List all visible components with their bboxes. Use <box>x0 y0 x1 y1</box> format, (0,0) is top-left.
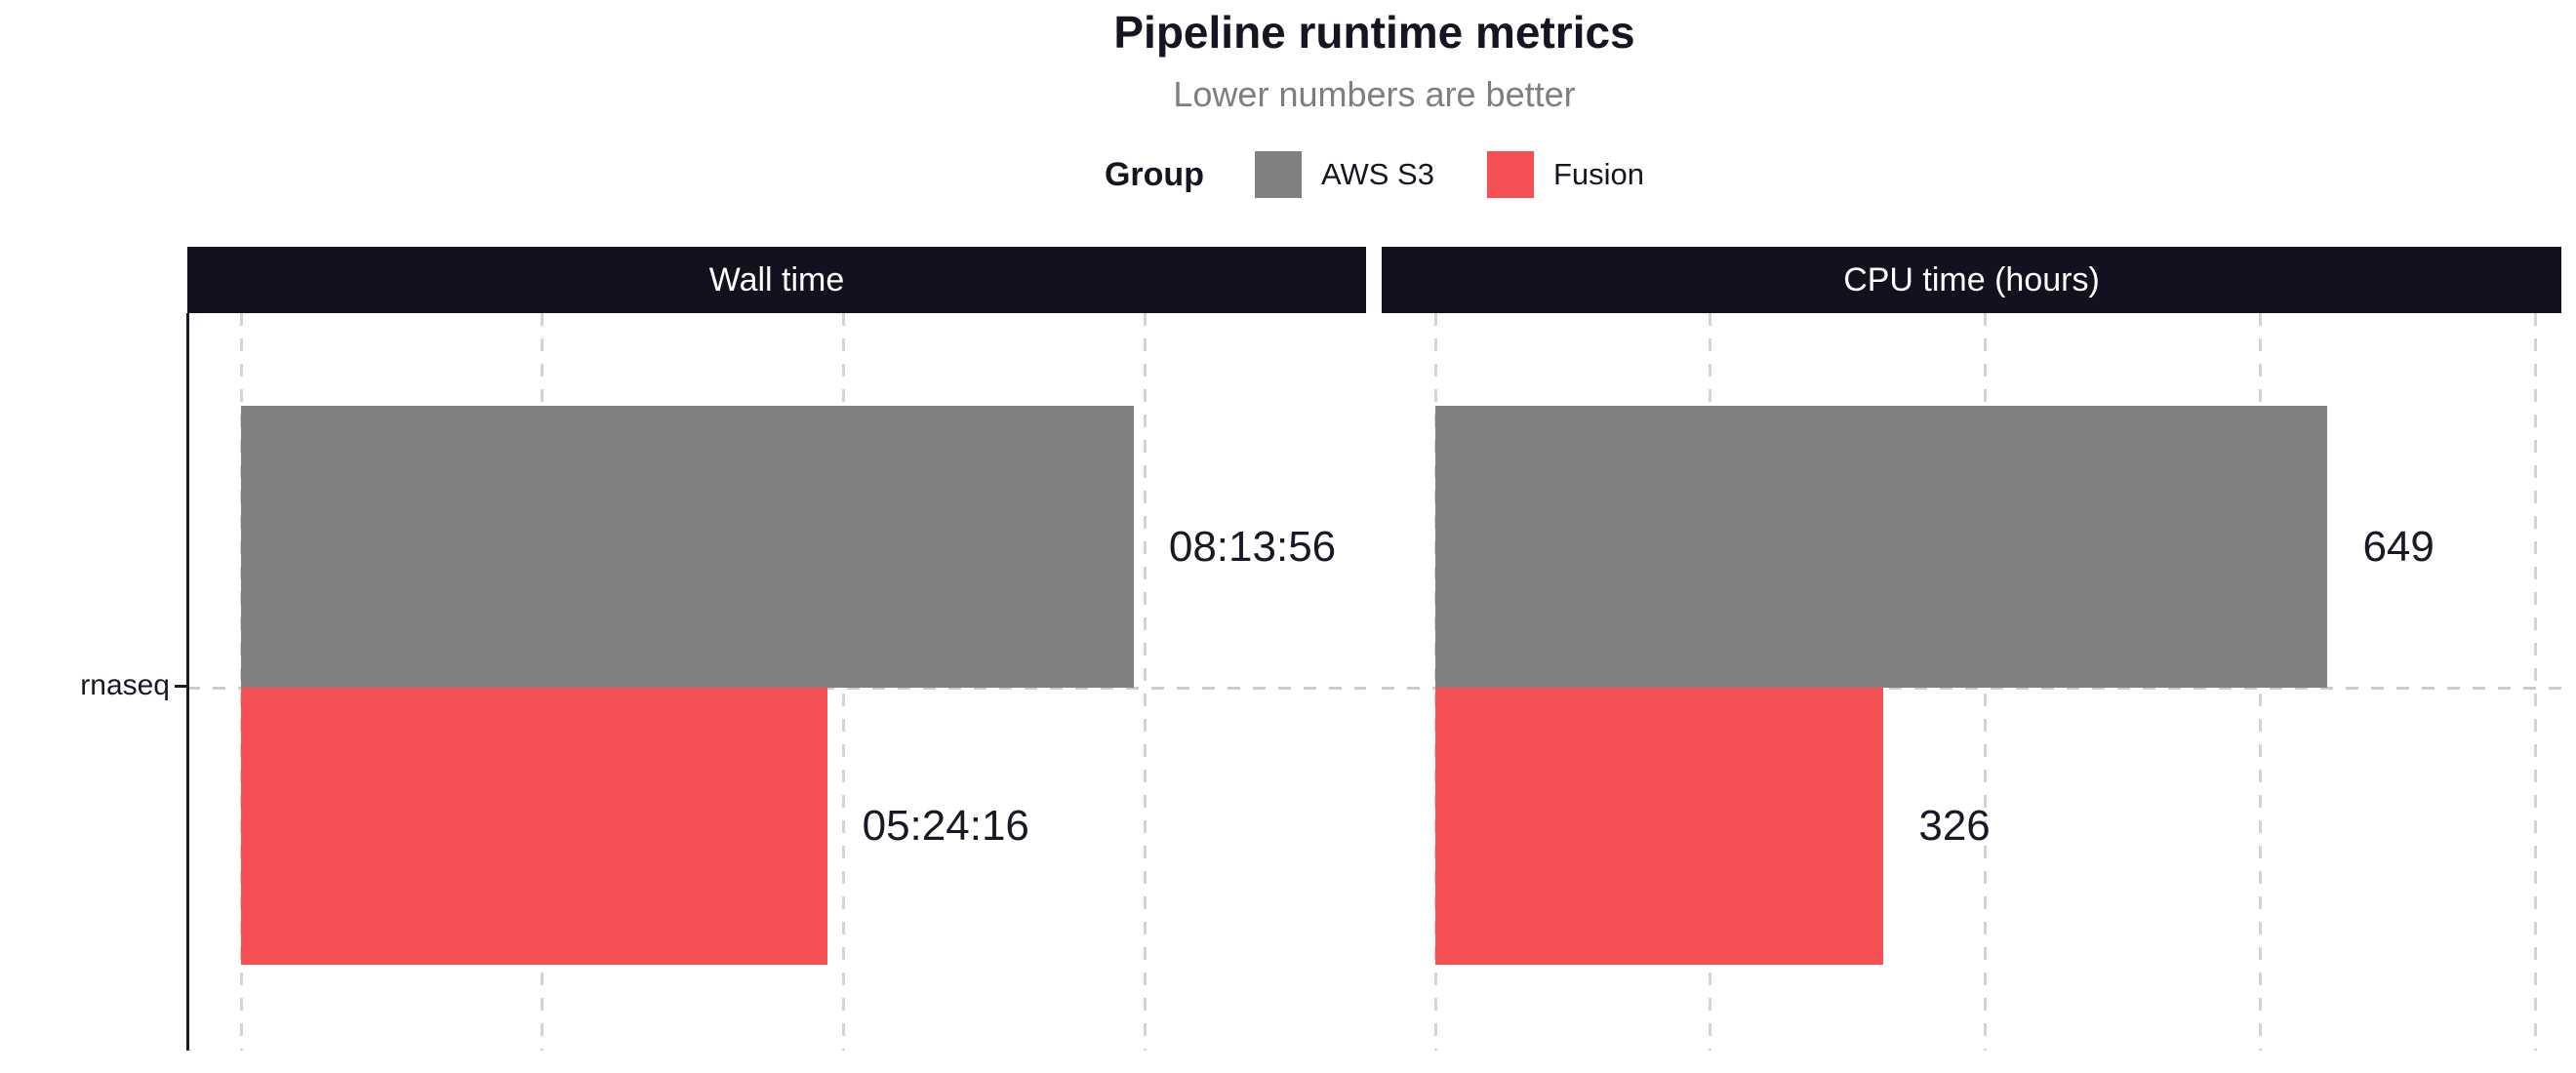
horizontal-gridline <box>1382 687 2561 690</box>
legend-item-fusion: Fusion <box>1486 151 1645 198</box>
bar-value-cpu-time-aws-s3: 649 <box>2362 522 2435 571</box>
facet-panel-wall-time: Wall time 08:13:56 05:24:16 <box>187 247 1366 1051</box>
facet-header-cpu-time: CPU time (hours) <box>1382 247 2561 313</box>
facet-header-wall-time: Wall time <box>187 247 1366 313</box>
y-axis-tick <box>175 685 186 688</box>
legend-item-aws-s3: AWS S3 <box>1254 151 1434 198</box>
facet-plot-wall-time: 08:13:56 05:24:16 <box>187 313 1366 1051</box>
bar-value-wall-time-aws-s3: 08:13:56 <box>1168 522 1337 571</box>
legend-swatch-aws-s3-icon <box>1254 151 1302 198</box>
bar-value-cpu-time-fusion: 326 <box>1918 802 1991 850</box>
y-axis-line <box>186 313 189 1051</box>
chart-title: Pipeline runtime metrics <box>1113 7 1635 58</box>
vertical-gridline <box>2533 313 2537 1051</box>
facet-plot-cpu-time: 649 326 <box>1382 313 2561 1051</box>
bar-cpu-time-aws-s3 <box>1435 406 2328 688</box>
chart-subtitle: Lower numbers are better <box>1173 74 1576 114</box>
bar-value-wall-time-fusion: 05:24:16 <box>862 802 1029 850</box>
y-axis-category-label: rnaseq <box>80 669 170 701</box>
bar-cpu-time-fusion <box>1435 688 1884 965</box>
legend-swatch-fusion-icon <box>1486 151 1534 198</box>
legend-label-aws-s3: AWS S3 <box>1320 157 1434 191</box>
legend-label-fusion: Fusion <box>1552 157 1645 191</box>
legend-title: Group <box>1104 155 1204 193</box>
vertical-gridline <box>1143 313 1147 1051</box>
facet-panel-cpu-time: CPU time (hours) 649 326 <box>1382 247 2561 1051</box>
bar-wall-time-aws-s3 <box>241 406 1134 688</box>
legend: Group AWS S3 Fusion <box>187 149 2561 200</box>
bar-wall-time-fusion <box>241 688 827 965</box>
